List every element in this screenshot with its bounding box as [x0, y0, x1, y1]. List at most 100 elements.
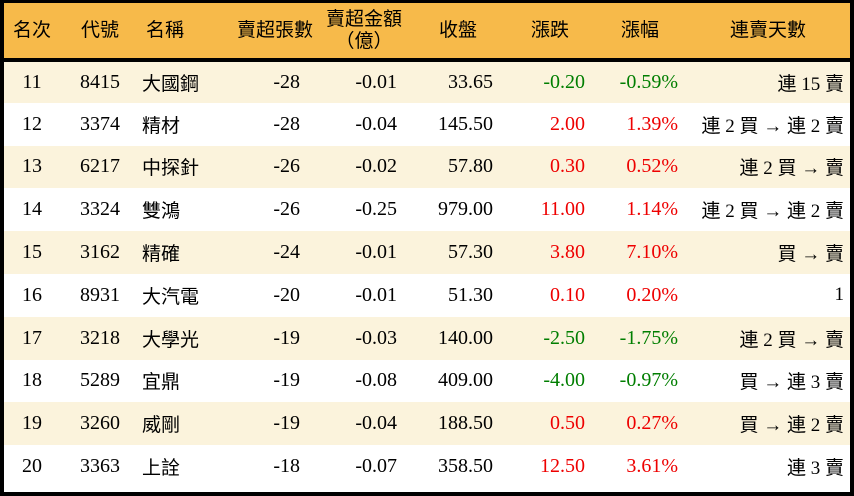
cell-sell-streak: 連 2 買 → 賣 — [739, 158, 844, 180]
cell-code: 3363 — [80, 455, 120, 478]
cell-sell-streak: 連 2 買 → 賣 — [739, 329, 844, 351]
table-header: 名次 代號 名稱 賣超張數 賣超金額 （億） 收盤 漲跌 漲幅 連賣天數 — [4, 3, 850, 62]
header-sell-amount: 賣超金額 （億） — [318, 3, 410, 62]
table-row: 19 3260 威剛 -19 -0.04 188.50 0.50 0.27% 買… — [4, 402, 850, 446]
cell-sell-volume: -19 — [273, 326, 300, 349]
cell-change: -2.50 — [543, 326, 585, 349]
header-change-pct: 漲幅 — [594, 3, 686, 62]
cell-close: 409.00 — [438, 369, 493, 392]
cell-sell-amount: -0.01 — [355, 70, 397, 93]
cell-close: 188.50 — [438, 412, 493, 435]
cell-name: 大汽電 — [142, 286, 200, 308]
table-row: 17 3218 大學光 -19 -0.03 140.00 -2.50 -1.75… — [4, 316, 850, 360]
header-sell-streak: 連賣天數 — [686, 3, 850, 62]
table-row: 16 8931 大汽電 -20 -0.01 51.30 0.10 0.20% 1 — [4, 273, 850, 317]
header-sell-amount-line2: （億） — [335, 30, 393, 52]
cell-sell-streak: 連 2 買 → 連 2 賣 — [701, 201, 844, 223]
cell-code: 3260 — [80, 412, 120, 435]
table-row: 15 3162 精確 -24 -0.01 57.30 3.80 7.10% 買 … — [4, 231, 850, 274]
cell-change-pct: 1.39% — [626, 112, 678, 135]
cell-rank: 15 — [22, 241, 42, 264]
cell-sell-amount: -0.08 — [355, 369, 397, 392]
cell-change-pct: 3.61% — [626, 455, 678, 478]
cell-sell-amount: -0.02 — [355, 155, 397, 178]
cell-rank: 12 — [22, 112, 42, 135]
cell-code: 5289 — [80, 369, 120, 392]
cell-sell-amount: -0.04 — [355, 412, 397, 435]
cell-sell-volume: -20 — [273, 283, 300, 306]
cell-code: 3162 — [80, 241, 120, 264]
cell-name: 精確 — [142, 244, 181, 266]
cell-change: -4.00 — [543, 369, 585, 392]
cell-change-pct: 0.27% — [626, 412, 678, 435]
cell-rank: 18 — [22, 369, 42, 392]
cell-sell-amount: -0.03 — [355, 326, 397, 349]
cell-name: 上詮 — [142, 458, 181, 480]
cell-name: 大國鋼 — [142, 73, 200, 95]
cell-rank: 16 — [22, 283, 42, 306]
cell-rank: 11 — [22, 70, 42, 93]
cell-code: 6217 — [80, 155, 120, 178]
table-row: 12 3374 精材 -28 -0.04 145.50 2.00 1.39% 連… — [4, 102, 850, 146]
cell-sell-streak: 買 → 賣 — [777, 244, 844, 266]
cell-sell-streak: 買 → 連 3 賣 — [739, 372, 844, 394]
cell-change: 12.50 — [540, 455, 585, 478]
cell-code: 3218 — [80, 326, 120, 349]
cell-close: 51.30 — [448, 283, 493, 306]
cell-sell-volume: -18 — [273, 455, 300, 478]
cell-sell-volume: -26 — [273, 155, 300, 178]
cell-code: 8415 — [80, 70, 120, 93]
cell-sell-volume: -28 — [273, 112, 300, 135]
cell-close: 979.00 — [438, 198, 493, 221]
cell-rank: 19 — [22, 412, 42, 435]
cell-name: 雙鴻 — [142, 201, 181, 223]
cell-rank: 13 — [22, 155, 42, 178]
header-close: 收盤 — [410, 3, 506, 62]
cell-sell-amount: -0.01 — [355, 241, 397, 264]
cell-sell-volume: -26 — [273, 198, 300, 221]
cell-sell-streak: 連 15 賣 — [777, 73, 844, 95]
data-table: 名次 代號 名稱 賣超張數 賣超金額 （億） 收盤 漲跌 漲幅 連賣天數 11 … — [4, 3, 850, 488]
cell-rank: 20 — [22, 455, 42, 478]
header-name: 名稱 — [140, 3, 232, 62]
cell-close: 57.30 — [448, 241, 493, 264]
cell-change-pct: 0.20% — [626, 283, 678, 306]
cell-code: 3374 — [80, 112, 120, 135]
cell-change-pct: -0.59% — [619, 70, 678, 93]
cell-change: 11.00 — [540, 198, 585, 221]
cell-change: 2.00 — [550, 112, 585, 135]
cell-sell-amount: -0.07 — [355, 455, 397, 478]
header-row: 名次 代號 名稱 賣超張數 賣超金額 （億） 收盤 漲跌 漲幅 連賣天數 — [4, 3, 850, 62]
cell-sell-volume: -24 — [273, 241, 300, 264]
cell-rank: 17 — [22, 326, 42, 349]
cell-close: 358.50 — [438, 455, 493, 478]
cell-change-pct: 7.10% — [626, 241, 678, 264]
cell-sell-volume: -19 — [273, 412, 300, 435]
header-change: 漲跌 — [506, 3, 594, 62]
cell-name: 中探針 — [142, 158, 200, 180]
table-row: 14 3324 雙鴻 -26 -0.25 979.00 11.00 1.14% … — [4, 188, 850, 232]
cell-sell-streak: 連 2 買 → 連 2 賣 — [701, 115, 844, 137]
cell-name: 精材 — [142, 115, 181, 137]
cell-change: -0.20 — [543, 70, 585, 93]
cell-sell-amount: -0.04 — [355, 112, 397, 135]
cell-change: 0.50 — [550, 412, 585, 435]
cell-name: 大學光 — [142, 329, 200, 351]
cell-code: 8931 — [80, 283, 120, 306]
cell-name: 威剛 — [142, 415, 181, 437]
cell-sell-volume: -28 — [273, 70, 300, 93]
cell-change: 0.10 — [550, 283, 585, 306]
cell-close: 33.65 — [448, 70, 493, 93]
cell-rank: 14 — [22, 198, 42, 221]
header-sell-amount-line1: 賣超金額 — [325, 8, 402, 30]
cell-change: 0.30 — [550, 155, 585, 178]
cell-close: 145.50 — [438, 112, 493, 135]
cell-close: 57.80 — [448, 155, 493, 178]
cell-change-pct: 0.52% — [626, 155, 678, 178]
header-sell-volume: 賣超張數 — [232, 3, 318, 62]
cell-sell-amount: -0.25 — [355, 198, 397, 221]
cell-code: 3324 — [80, 198, 120, 221]
cell-change-pct: 1.14% — [626, 198, 678, 221]
cell-name: 宜鼎 — [142, 372, 181, 394]
